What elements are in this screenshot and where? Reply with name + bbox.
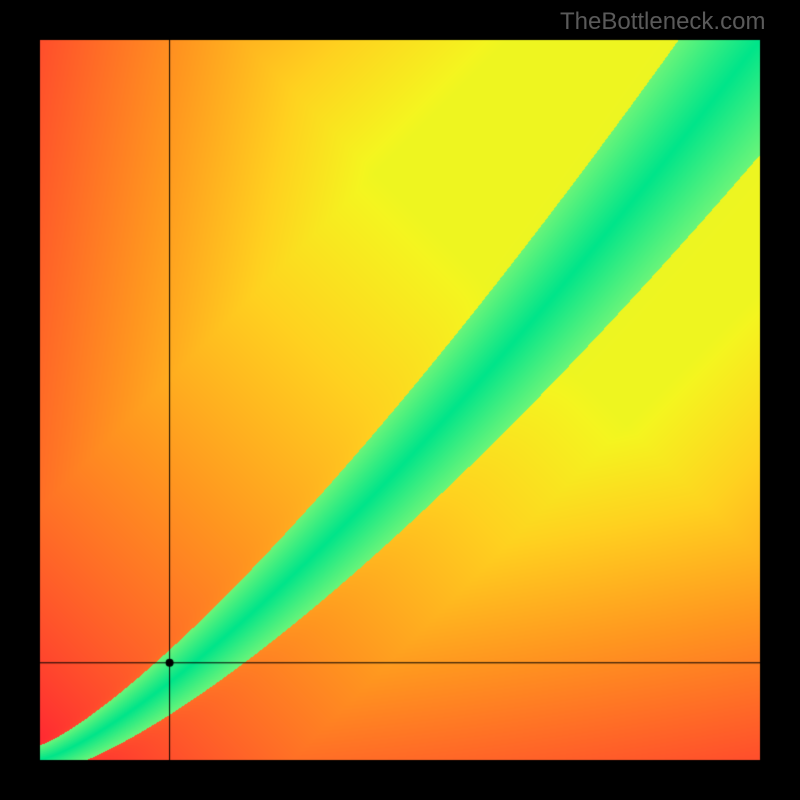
watermark-text: TheBottleneck.com [560, 8, 765, 36]
heatmap-canvas [0, 0, 800, 800]
chart-container: TheBottleneck.com [0, 0, 800, 800]
